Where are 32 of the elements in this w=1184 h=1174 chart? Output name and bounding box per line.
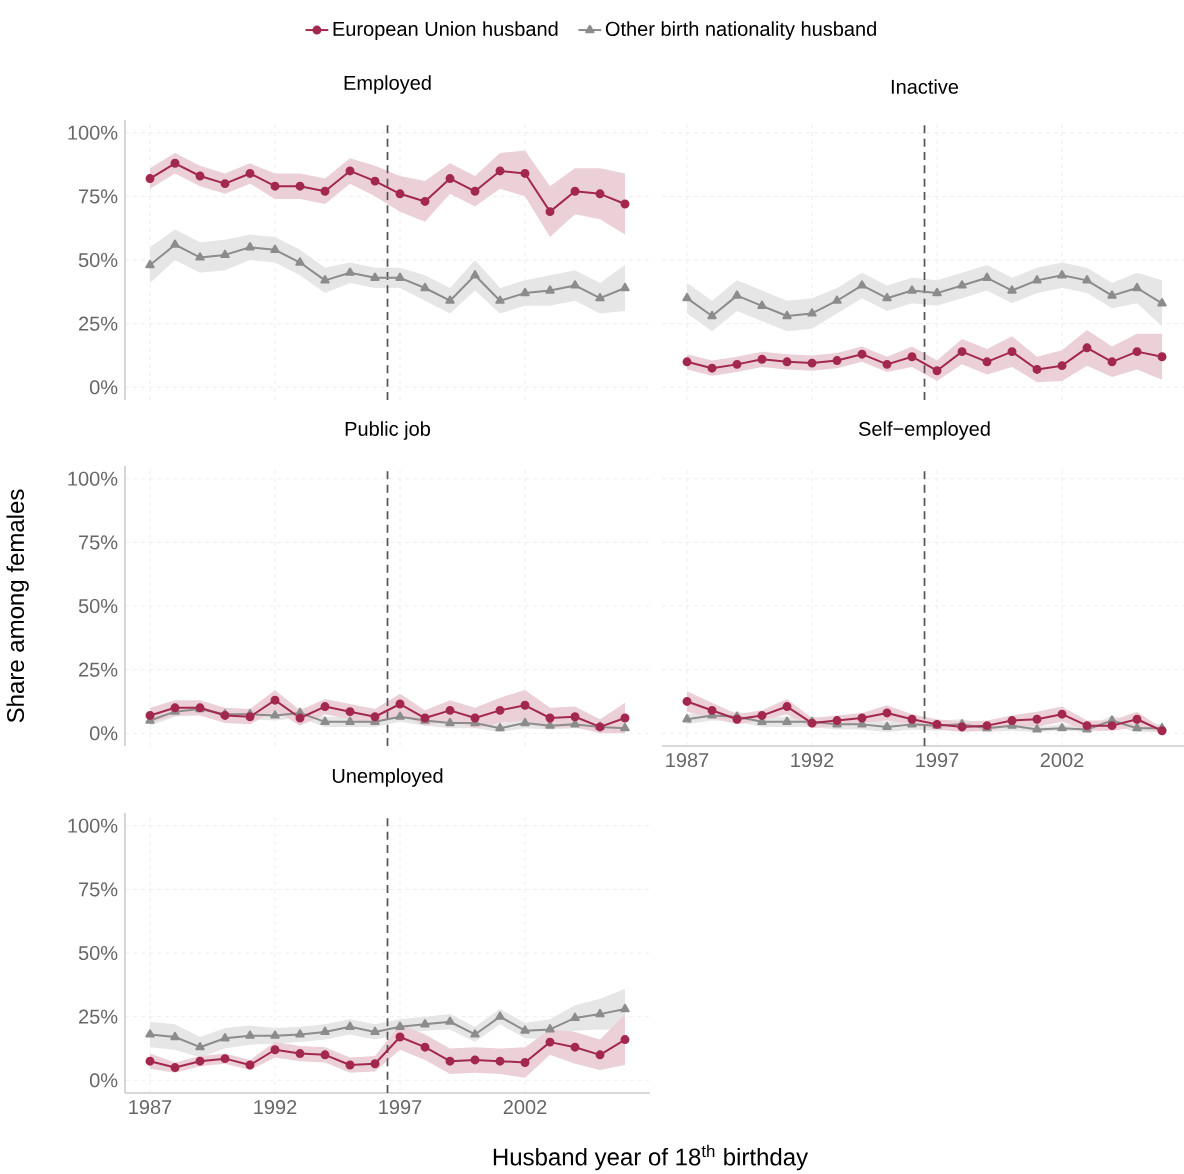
y-tick-label: 75% <box>79 535 118 550</box>
y-tick-label: 25% <box>79 316 118 331</box>
x-tick-label: 2002 <box>1040 752 1084 768</box>
chart-title: Inactive <box>891 79 959 94</box>
y-tick-label: 75% <box>79 189 118 204</box>
y-tick-label: 100% <box>68 818 118 833</box>
x-tick-label: 1992 <box>791 752 834 768</box>
y-tick-label: 50% <box>78 252 118 268</box>
y-tick-label: 50% <box>78 598 118 614</box>
x-tick-label: 1997 <box>916 752 959 768</box>
chart-title: Public job <box>345 421 430 440</box>
legend-label: European Union husband <box>333 21 558 40</box>
x-tick-label: 1987 <box>666 752 709 768</box>
y-tick-label: 25% <box>79 662 118 677</box>
legend-label: Other birth nationality husband <box>605 21 876 40</box>
y-tick-label: 0% <box>89 380 118 395</box>
x-tick-label: 2002 <box>503 1099 547 1115</box>
x-tick-label: 1997 <box>379 1099 422 1115</box>
chart-title: Employed <box>344 75 431 94</box>
y-tick-label: 0% <box>89 726 118 741</box>
chart-title: Self−employed <box>858 421 990 440</box>
y-axis-title: Share among females <box>6 489 29 723</box>
x-tick-label: 1992 <box>254 1099 297 1115</box>
y-tick-label: 50% <box>78 945 118 961</box>
y-tick-label: 100% <box>68 125 118 140</box>
chart-title: Unemployed <box>332 768 443 787</box>
x-axis-title: Husband year of 18$^{th}$ birthday <box>493 1144 809 1171</box>
y-tick-label: 0% <box>89 1073 118 1088</box>
y-tick-label: 75% <box>79 882 118 897</box>
y-tick-label: 25% <box>79 1009 118 1024</box>
x-tick-label: 1987 <box>129 1099 172 1115</box>
y-tick-label: 100% <box>68 471 118 486</box>
